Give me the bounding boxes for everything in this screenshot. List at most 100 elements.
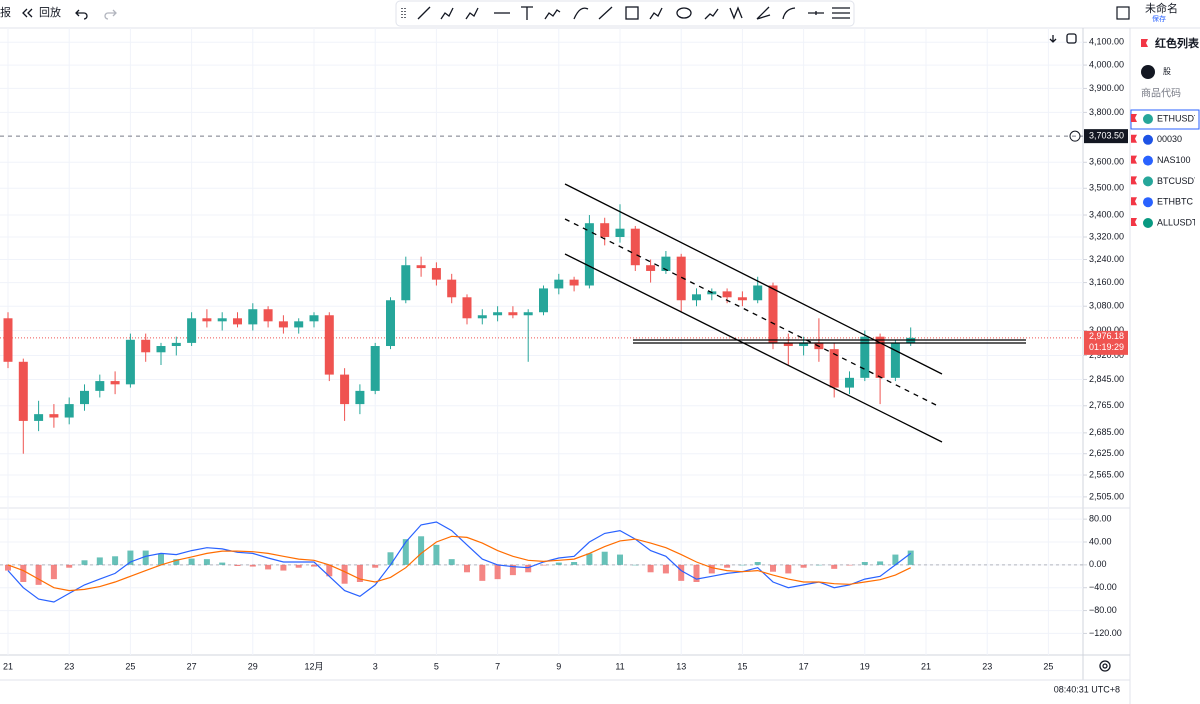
- candle-body: [110, 381, 120, 385]
- candle-body: [233, 318, 242, 325]
- countdown: 01:19:29: [1089, 342, 1124, 352]
- candle-body: [49, 414, 59, 418]
- candle-body: [462, 297, 472, 319]
- y-tick-label: 2,505.00: [1089, 491, 1124, 501]
- crosshair-label: 3,703.50: [1089, 131, 1124, 141]
- candle-body: [890, 342, 900, 378]
- layout-button[interactable]: [1116, 6, 1130, 20]
- x-tick-label: 12月: [304, 661, 323, 671]
- candle-body: [569, 279, 579, 286]
- x-tick-label: 27: [187, 661, 197, 671]
- symbol-name[interactable]: ETHBTC: [1157, 197, 1194, 207]
- histogram-bar: [540, 564, 547, 566]
- candle-body: [753, 285, 763, 301]
- symbol-icon: [1143, 176, 1153, 187]
- axes: 4,100.00 4,000.00 3,900.00 3,800.00 3,600.00…: [0, 37, 1128, 671]
- y-tick-label: 3,600.00: [1089, 157, 1124, 167]
- symbol-name[interactable]: ETHUSDT: [1157, 113, 1200, 123]
- symbol-name[interactable]: BTCUSDT: [1157, 176, 1200, 186]
- drawing-tools[interactable]: [401, 6, 850, 20]
- symbol-icon: [1143, 197, 1153, 208]
- replay-icon[interactable]: [22, 8, 33, 18]
- add-alert-button[interactable]: [1069, 130, 1081, 142]
- symbol-name[interactable]: NAS100: [1157, 155, 1191, 165]
- histogram-bar: [708, 564, 715, 574]
- candle-body: [875, 336, 885, 378]
- watchlist-title[interactable]: 红色列表: [1155, 36, 1200, 50]
- y-tick-label: 40.00: [1089, 536, 1112, 546]
- y-tick-label: 3,000.00: [1089, 325, 1124, 335]
- symbol-icon: [1143, 155, 1153, 166]
- histogram-bar: [785, 564, 792, 574]
- y-tick-label: 2,845.00: [1089, 374, 1124, 384]
- undo-button[interactable]: [75, 9, 88, 20]
- replay-label-partial: 报: [0, 5, 11, 19]
- histogram-bar: [754, 562, 761, 565]
- candle-body: [3, 318, 13, 362]
- channel-drawing[interactable]: [564, 183, 1026, 443]
- x-tick-label: 21: [3, 661, 13, 671]
- histogram-bar: [448, 559, 455, 565]
- last-price-label: 2,976.18: [1089, 331, 1124, 341]
- histogram-bar: [402, 539, 409, 565]
- histogram-bar: [831, 564, 838, 569]
- y-tick-label: 3,320.00: [1089, 231, 1124, 241]
- histogram-bar: [5, 564, 11, 571]
- histogram-bar: [846, 564, 853, 566]
- histogram-bar: [372, 564, 379, 568]
- x-tick-label: 9: [556, 661, 561, 671]
- histogram-bar: [770, 564, 776, 572]
- histogram-bar: [234, 564, 241, 566]
- candle-body: [799, 342, 809, 347]
- histogram-bar: [66, 564, 73, 568]
- clock: 08:40:31 UTC+8: [1054, 684, 1120, 694]
- layout-title[interactable]: 未命名: [1145, 1, 1178, 15]
- x-tick-label: 3: [373, 661, 378, 671]
- symbol-flag: [1131, 134, 1137, 143]
- histogram-bar: [203, 559, 210, 565]
- histogram-bar: [433, 544, 440, 565]
- x-tick-label: 19: [860, 661, 870, 671]
- histogram-bar: [20, 564, 27, 582]
- histogram-bar: [387, 552, 394, 565]
- save-status[interactable]: 保存: [1152, 14, 1166, 23]
- series: [3, 204, 916, 603]
- symbol-icon: [1143, 134, 1153, 145]
- crosshair-label-bg: [1084, 129, 1128, 144]
- histogram-bar: [464, 564, 470, 573]
- histogram-bar: [662, 564, 669, 574]
- scroll-latest[interactable]: [1049, 35, 1057, 43]
- reset-scale[interactable]: [1066, 33, 1077, 44]
- y-tick-label: 3,500.00: [1089, 183, 1124, 193]
- histogram-bar: [907, 550, 914, 565]
- candle-body: [768, 285, 778, 343]
- symbol-name[interactable]: 00030: [1157, 134, 1182, 144]
- histogram-bar: [525, 564, 532, 573]
- x-tick-label: 17: [799, 661, 809, 671]
- candle-body: [141, 339, 151, 353]
- histogram-bar: [219, 562, 226, 565]
- settings-button[interactable]: [1099, 660, 1111, 672]
- x-tick-label: 5: [434, 661, 439, 671]
- candle-body: [416, 265, 426, 269]
- symbol-name[interactable]: ALLUSDT: [1157, 217, 1198, 227]
- histogram-bar: [188, 558, 195, 565]
- redo-button[interactable]: [104, 9, 117, 20]
- histogram-bar: [739, 564, 746, 566]
- replay-button[interactable]: 回放: [39, 5, 61, 19]
- candle-body: [554, 279, 564, 289]
- histogram-bar: [127, 550, 134, 565]
- x-tick-label: 7: [495, 661, 500, 671]
- histogram-bar: [617, 554, 623, 565]
- x-tick-label: 15: [737, 661, 747, 671]
- y-tick-label: 2,625.00: [1089, 448, 1124, 458]
- candle-body: [630, 228, 640, 266]
- histogram-bar: [280, 564, 287, 571]
- histogram-bar: [571, 562, 578, 565]
- y-tick-label: 3,900.00: [1089, 83, 1124, 93]
- histogram-bar: [356, 564, 363, 582]
- histogram-bar: [555, 562, 562, 565]
- histogram-bar: [479, 564, 486, 581]
- candle-body: [263, 309, 273, 322]
